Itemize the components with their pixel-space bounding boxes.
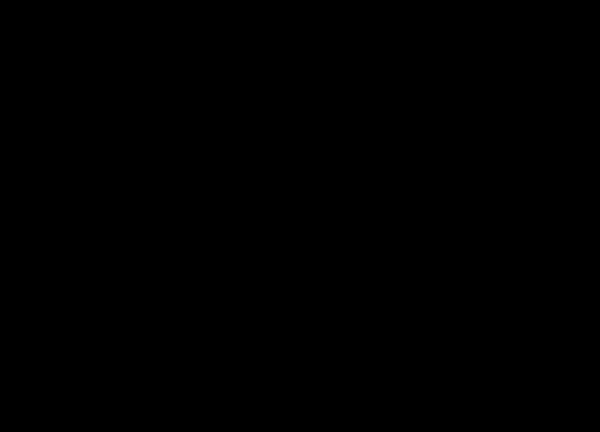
cloud-blob [345, 395, 385, 432]
terminal-output-line: "latency": 41.249, [0, 122, 174, 141]
terminal-output-text: Speedtest by Ookla [0, 302, 174, 321]
terminal-output-line: "bandwidth": 24097927 [0, 226, 203, 245]
terminal-output-line: "bytes": 239152592 [0, 245, 174, 264]
terminal-line: Speedtest by Ookla [0, 302, 600, 321]
terminal-output-text: (id = 28620) [0, 359, 116, 378]
terminal-output-line: "download": { [0, 204, 126, 223]
result-terminal-surface: $ speedtest Speedtest by Ookla Server: A… [0, 264, 600, 432]
terminal-line: Latency: 28.03 ms (0.32 ms jitter) [0, 397, 600, 416]
cloud-blob [195, 364, 265, 432]
terminal-output-line: "high": 41.666 [0, 160, 135, 179]
terminal-line: ISP: AcmeCo Internet [0, 378, 600, 397]
terminal-output-text: ISP: AcmeCo Internet [0, 378, 193, 397]
terminal-command-line: $ speedtest --server-id 33913 --format=j… [0, 0, 482, 19]
terminal-output-text: Server: AcmeCo Communications - Millingt… [0, 340, 444, 359]
terminal-output-line: }, [0, 182, 20, 201]
json-terminal-window: $ speedtest --server-id 33913 --format=j… [0, 0, 600, 264]
json-terminal-body: $ speedtest --server-id 33913 --format=j… [0, 0, 600, 264]
terminal-output-text: $ speedtest [0, 264, 106, 283]
json-terminal-surface: $ speedtest --server-id 33913 --format=j… [0, 0, 600, 264]
terminal-line: $ speedtest [0, 264, 600, 283]
terminal-line: Download: 942.74 Mbps (data used: 1.1 GB… [0, 416, 600, 432]
terminal-output-text: Download: 942.74 Mbps (data used: 1.1 GB… [0, 416, 395, 432]
terminal-output-line: { [0, 19, 10, 38]
result-terminal-window: $ speedtest Speedtest by Ookla Server: A… [0, 264, 600, 432]
terminal-output-line: "timestamp": "2025-03-21T18:16:36Z", [0, 61, 347, 80]
terminal-output-line: "jitter": 0.370, [0, 103, 155, 122]
cloud-blob [382, 360, 462, 432]
terminal-line: (id = 28620) [0, 359, 600, 378]
terminal-line: Server: AcmeCo Communications - Millingt… [0, 340, 600, 359]
terminal-output-line: "low": 40.801, [0, 141, 135, 160]
terminal-output-line: "ping": { [0, 80, 87, 99]
cloud-blob [140, 372, 200, 432]
terminal-output-line: "type": "result", [0, 42, 164, 61]
terminal-output-text: Latency: 28.03 ms (0.32 ms jitter) [0, 397, 328, 416]
result-terminal-body: $ speedtest Speedtest by Ookla Server: A… [0, 264, 600, 432]
